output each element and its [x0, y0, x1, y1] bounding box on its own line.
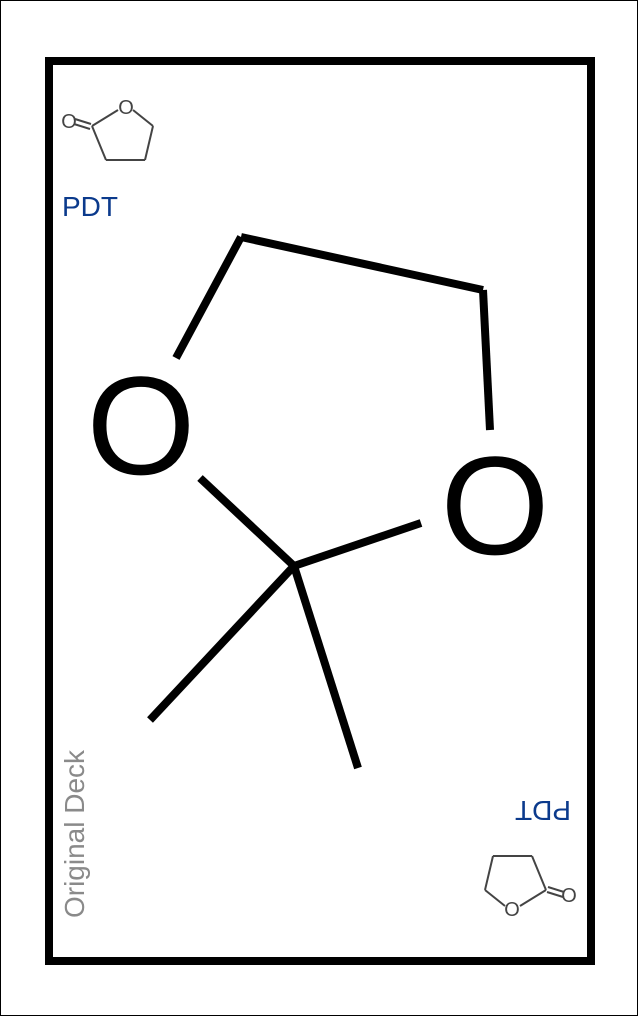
card-code-top: PDT: [62, 191, 118, 222]
bond-ch2-ch2: [240, 233, 484, 294]
bond-o-right-c: [292, 519, 423, 570]
corner-molecule-top-left: [73, 109, 154, 161]
card-frame: [45, 57, 595, 965]
bond-methyl-right: [290, 564, 362, 770]
deck-name: Original Deck: [59, 749, 90, 919]
main-molecule: [147, 233, 494, 770]
bond-ch2-o-right: [479, 289, 494, 431]
atom-o-right: O: [441, 427, 550, 584]
atom-o-left: O: [87, 347, 196, 504]
bond-methyl-left: [147, 563, 297, 723]
bond-o-left-c: [197, 475, 297, 569]
bond-o-ch2-left: [172, 235, 245, 360]
corner-atom-o-carbonyl-br: O: [561, 883, 577, 905]
corner-atom-o-ring: O: [118, 97, 134, 119]
corner-molecule-bottom-right: [484, 855, 565, 907]
corner-atom-o-carbonyl: O: [61, 111, 77, 133]
corner-atom-o-ring-br: O: [504, 897, 520, 919]
card-code-bottom: PDT: [515, 795, 571, 826]
